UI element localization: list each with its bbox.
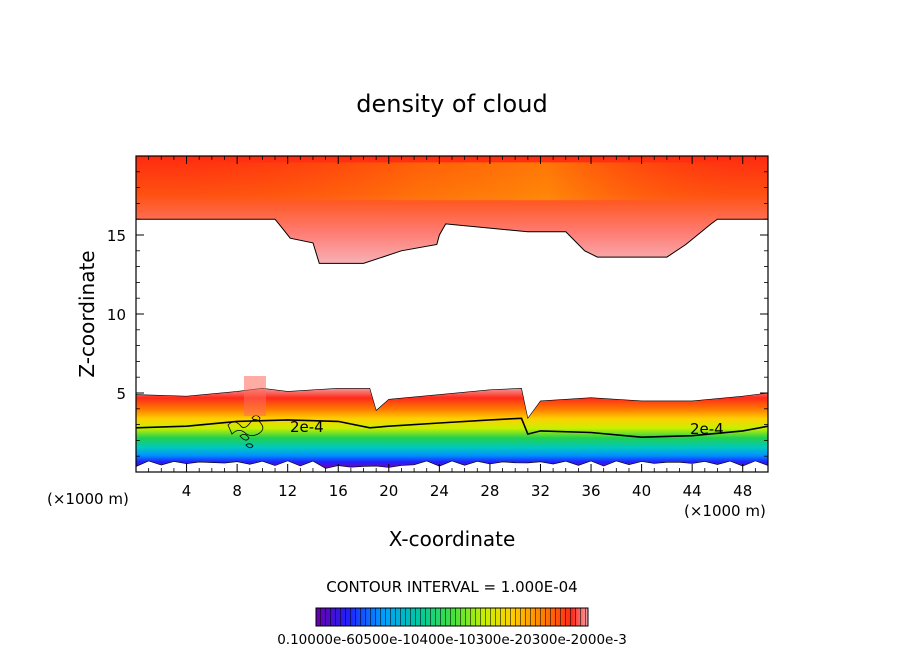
x-tick-label: 12: [278, 482, 297, 500]
lower-cloud-layer: [136, 387, 768, 469]
x-tick-label: 32: [531, 482, 550, 500]
x-axis-label: X-coordinate: [389, 527, 516, 551]
contour-label: 2e-4: [290, 418, 324, 436]
x-unit-label: (×1000 m): [47, 490, 129, 508]
y-tick-label: 15: [107, 227, 126, 245]
y-axis-label: Z-coordinate: [75, 250, 99, 377]
y-tick-label: 10: [107, 306, 126, 324]
y-axis: 5 10 15: [107, 171, 768, 457]
x-tick-label: 8: [232, 482, 242, 500]
contour-line-2e-4: [136, 417, 768, 439]
x-tick-label: 44: [683, 482, 702, 500]
x-tick-label: 24: [430, 482, 449, 500]
y-tick-label: 5: [116, 385, 126, 403]
contour-interval-text: CONTOUR INTERVAL = 1.000E-04: [326, 578, 577, 596]
x-unit-label-right: (×1000 m): [684, 502, 766, 520]
x-tick-label: 48: [733, 482, 752, 500]
x-axis: 4 8 12 16 20 24 28 32 36 40 44 48: [148, 156, 756, 500]
colorbar-labels: 0.10000e-60500e-10400e-10300e-20300e-200…: [277, 632, 627, 648]
x-tick-label: 40: [632, 482, 651, 500]
x-tick-label: 16: [329, 482, 348, 500]
x-tick-label: 20: [379, 482, 398, 500]
chart-title: density of cloud: [356, 90, 547, 118]
x-tick-label: 4: [182, 482, 192, 500]
contour-label: 2e-4: [690, 420, 724, 438]
x-tick-label: 36: [581, 482, 600, 500]
colorbar: [315, 607, 589, 627]
upper-cloud-core: [136, 162, 768, 201]
x-tick-label: 28: [480, 482, 499, 500]
speckle-plume: [244, 376, 266, 416]
